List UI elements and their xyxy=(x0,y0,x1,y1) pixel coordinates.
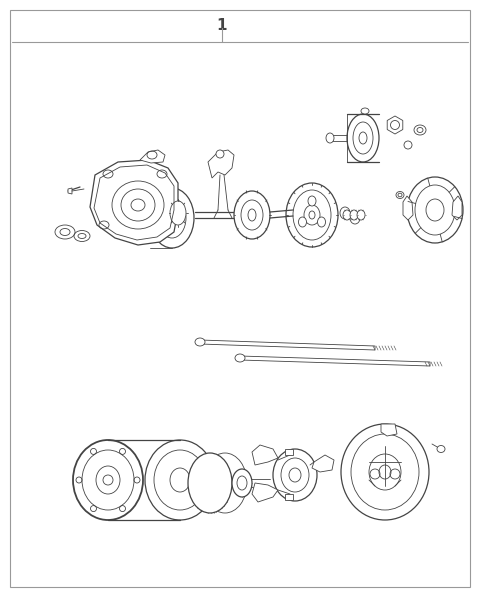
Ellipse shape xyxy=(396,192,404,198)
Ellipse shape xyxy=(195,338,205,346)
Ellipse shape xyxy=(357,210,365,220)
Ellipse shape xyxy=(341,424,429,520)
Ellipse shape xyxy=(232,469,252,497)
Ellipse shape xyxy=(145,440,215,520)
Ellipse shape xyxy=(347,114,379,162)
Polygon shape xyxy=(240,356,430,366)
Circle shape xyxy=(216,150,224,158)
Ellipse shape xyxy=(308,196,316,206)
Ellipse shape xyxy=(404,141,412,149)
Ellipse shape xyxy=(273,449,317,501)
Ellipse shape xyxy=(414,125,426,135)
Bar xyxy=(285,449,293,455)
Ellipse shape xyxy=(286,183,338,247)
Ellipse shape xyxy=(235,354,245,362)
Polygon shape xyxy=(68,188,72,194)
Ellipse shape xyxy=(350,210,358,220)
Polygon shape xyxy=(252,483,278,502)
Polygon shape xyxy=(452,196,462,220)
Ellipse shape xyxy=(340,207,350,219)
Ellipse shape xyxy=(234,191,270,239)
Polygon shape xyxy=(252,445,278,465)
Polygon shape xyxy=(387,116,403,134)
Polygon shape xyxy=(200,340,375,350)
Ellipse shape xyxy=(437,445,445,453)
Polygon shape xyxy=(312,455,334,472)
Ellipse shape xyxy=(350,212,360,224)
Ellipse shape xyxy=(361,108,369,114)
Polygon shape xyxy=(381,424,397,436)
Ellipse shape xyxy=(150,188,194,248)
Bar xyxy=(285,494,293,500)
Text: 1: 1 xyxy=(217,18,227,33)
Ellipse shape xyxy=(343,210,351,220)
Ellipse shape xyxy=(203,453,247,513)
Polygon shape xyxy=(208,150,234,178)
Ellipse shape xyxy=(299,217,306,227)
Ellipse shape xyxy=(318,217,325,227)
Ellipse shape xyxy=(407,177,463,243)
Ellipse shape xyxy=(73,440,143,520)
Ellipse shape xyxy=(188,453,232,513)
Ellipse shape xyxy=(170,201,186,225)
Polygon shape xyxy=(140,150,165,163)
Polygon shape xyxy=(90,160,178,245)
Ellipse shape xyxy=(326,133,334,143)
Polygon shape xyxy=(403,196,413,220)
Ellipse shape xyxy=(103,475,113,485)
